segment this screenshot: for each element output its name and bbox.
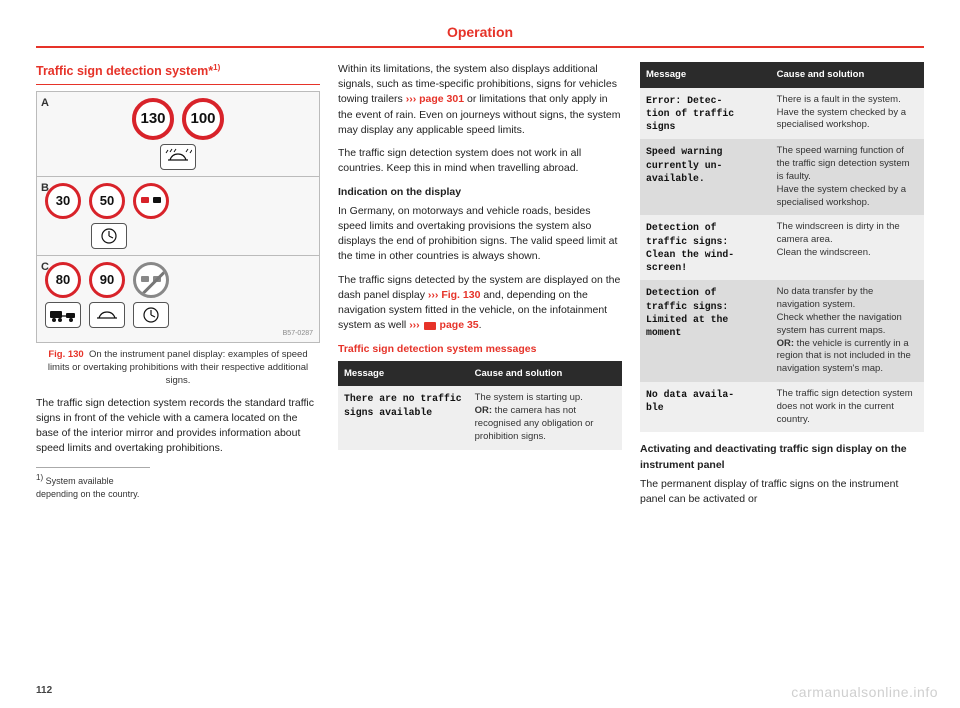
- th-message: Message: [640, 62, 771, 88]
- ref-fig-130: ››› Fig. 130: [428, 289, 481, 301]
- msg-cell: Detection oftraffic signs:Limited at the…: [640, 280, 771, 382]
- figure-caption: Fig. 130 On the instrument panel display…: [36, 349, 320, 387]
- columns: Traffic sign detection system*1) A 130 1…: [36, 62, 924, 515]
- sol-cell: The traffic sign detection system does n…: [771, 382, 924, 432]
- ref-page-35: page 35: [440, 319, 479, 331]
- msg-table-1: Message Cause and solution There are no …: [338, 361, 622, 450]
- table-header-row: Message Cause and solution: [640, 62, 924, 88]
- footnote-marker: 1): [36, 473, 43, 482]
- col3-sub1: Activating and deactivating traffic sign…: [640, 442, 924, 472]
- speed-sign-100: 100: [182, 98, 224, 140]
- msg-cell: No data availa-ble: [640, 382, 771, 432]
- rain-icon: [89, 302, 125, 328]
- figure-130: A 130 100 B 30 50: [36, 91, 320, 343]
- msg-cell: There are no traffic signs available: [338, 386, 469, 449]
- panel-c-label: C: [41, 260, 49, 276]
- speed-sign-130: 130: [132, 98, 174, 140]
- panel-a-label: A: [41, 96, 49, 112]
- table-row: Detection oftraffic signs:Limited at the…: [640, 280, 924, 382]
- msg-table-2: Message Cause and solution Error: Detec-…: [640, 62, 924, 432]
- sol-cell: The windscreen is dirty in the camera ar…: [771, 215, 924, 280]
- page: Operation Traffic sign detection system*…: [0, 0, 960, 708]
- figure-panel-c: C 80 90: [37, 256, 319, 342]
- footnote: 1) System available depending on the cou…: [36, 467, 150, 501]
- section-title: Traffic sign detection system*1): [36, 62, 320, 85]
- table-row: Speed warningcurrently un-available. The…: [640, 139, 924, 215]
- rain-car-icon: [160, 144, 196, 170]
- figure-panel-b: B 30 50: [37, 177, 319, 256]
- speed-sign-90: 90: [89, 262, 125, 298]
- sol-cell: The system is starting up.OR: the camera…: [469, 386, 622, 449]
- col2-p3: In Germany, on motorways and vehicle roa…: [338, 204, 622, 265]
- th-message: Message: [338, 361, 469, 387]
- clock-icon-2: [133, 302, 169, 328]
- table-row: Error: Detec-tion of trafficsigns There …: [640, 88, 924, 140]
- msg-cell: Error: Detec-tion of trafficsigns: [640, 88, 771, 140]
- no-overtaking-icon: [133, 183, 169, 219]
- column-1: Traffic sign detection system*1) A 130 1…: [36, 62, 320, 515]
- speed-sign-50: 50: [89, 183, 125, 219]
- page-header: Operation: [36, 24, 924, 48]
- watermark: carmanualsonline.info: [791, 684, 938, 700]
- table-row: There are no traffic signs available The…: [338, 386, 622, 449]
- column-2: Within its limitations, the system also …: [338, 62, 622, 515]
- col2-sub1: Indication on the display: [338, 185, 622, 200]
- section-title-text: Traffic sign detection system: [36, 64, 208, 78]
- column-3: Message Cause and solution Error: Detec-…: [640, 62, 924, 515]
- speed-sign-30: 30: [45, 183, 81, 219]
- figure-caption-num: Fig. 130: [48, 349, 83, 360]
- ref-arrows: ›››: [409, 319, 420, 331]
- footnote-text: System available depending on the countr…: [36, 476, 139, 499]
- trailer-icon: [45, 302, 81, 328]
- table-row: Detection oftraffic signs:Clean the wind…: [640, 215, 924, 280]
- col2-p4c: .: [479, 319, 482, 331]
- ref-page-301: ››› page 301: [406, 93, 464, 105]
- table-header-row: Message Cause and solution: [338, 361, 622, 387]
- msg-title: Traffic sign detection system messages: [338, 342, 622, 357]
- col2-p1: Within its limitations, the system also …: [338, 62, 622, 138]
- th-cause: Cause and solution: [771, 62, 924, 88]
- book-icon: [424, 322, 436, 330]
- clock-icon: [91, 223, 127, 249]
- page-title: Operation: [36, 24, 924, 40]
- speed-sign-80: 80: [45, 262, 81, 298]
- figure-panel-a: A 130 100: [37, 92, 319, 177]
- panel-b-label: B: [41, 181, 49, 197]
- figure-caption-text: On the instrument panel display: example…: [48, 349, 308, 386]
- section-title-sup: 1): [213, 63, 220, 72]
- col1-p1: The traffic sign detection system record…: [36, 396, 320, 457]
- sol-cell: The speed warning function of the traffi…: [771, 139, 924, 215]
- sol-cell: There is a fault in the system.Have the …: [771, 88, 924, 140]
- msg-cell: Speed warningcurrently un-available.: [640, 139, 771, 215]
- page-number: 112: [36, 685, 52, 696]
- th-cause: Cause and solution: [469, 361, 622, 387]
- figure-code: B57-0287: [283, 329, 313, 339]
- table-row: No data availa-ble The traffic sign dete…: [640, 382, 924, 432]
- col2-p4: The traffic signs detected by the system…: [338, 273, 622, 334]
- no-overtaking-end-icon: [133, 262, 169, 298]
- col3-p1: The permanent display of traffic signs o…: [640, 477, 924, 507]
- col2-p2: The traffic sign detection system does n…: [338, 146, 622, 176]
- msg-cell: Detection oftraffic signs:Clean the wind…: [640, 215, 771, 280]
- sol-cell: No data transfer by the navigation syste…: [771, 280, 924, 382]
